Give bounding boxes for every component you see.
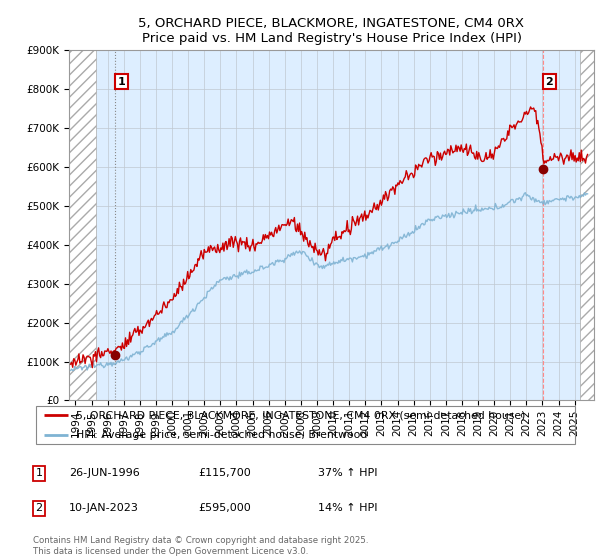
- Text: Contains HM Land Registry data © Crown copyright and database right 2025.
This d: Contains HM Land Registry data © Crown c…: [33, 536, 368, 556]
- Text: 2: 2: [35, 503, 43, 514]
- Bar: [69, 50, 97, 400]
- Bar: [580, 50, 594, 400]
- Text: 1: 1: [118, 77, 125, 86]
- Text: HPI: Average price, semi-detached house, Brentwood: HPI: Average price, semi-detached house,…: [77, 430, 368, 440]
- Text: 37% ↑ HPI: 37% ↑ HPI: [318, 468, 377, 478]
- Text: 14% ↑ HPI: 14% ↑ HPI: [318, 503, 377, 514]
- Title: 5, ORCHARD PIECE, BLACKMORE, INGATESTONE, CM4 0RX
Price paid vs. HM Land Registr: 5, ORCHARD PIECE, BLACKMORE, INGATESTONE…: [139, 17, 524, 45]
- Text: £115,700: £115,700: [198, 468, 251, 478]
- Text: £595,000: £595,000: [198, 503, 251, 514]
- Text: 10-JAN-2023: 10-JAN-2023: [69, 503, 139, 514]
- Text: 5, ORCHARD PIECE, BLACKMORE, INGATESTONE, CM4 0RX (semi-detached house): 5, ORCHARD PIECE, BLACKMORE, INGATESTONE…: [77, 410, 526, 421]
- Text: 26-JUN-1996: 26-JUN-1996: [69, 468, 140, 478]
- Text: 2: 2: [545, 77, 553, 86]
- Text: 1: 1: [35, 468, 43, 478]
